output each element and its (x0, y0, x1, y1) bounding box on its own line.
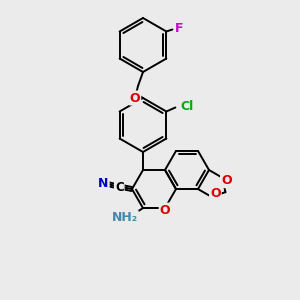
Text: Cl: Cl (181, 100, 194, 113)
Text: O: O (160, 204, 170, 217)
Text: F: F (175, 22, 184, 35)
Text: O: O (130, 92, 140, 104)
Text: N: N (98, 177, 109, 190)
Text: NH₂: NH₂ (112, 211, 138, 224)
Text: O: O (221, 174, 232, 187)
Text: C: C (115, 181, 124, 194)
Text: O: O (210, 187, 220, 200)
